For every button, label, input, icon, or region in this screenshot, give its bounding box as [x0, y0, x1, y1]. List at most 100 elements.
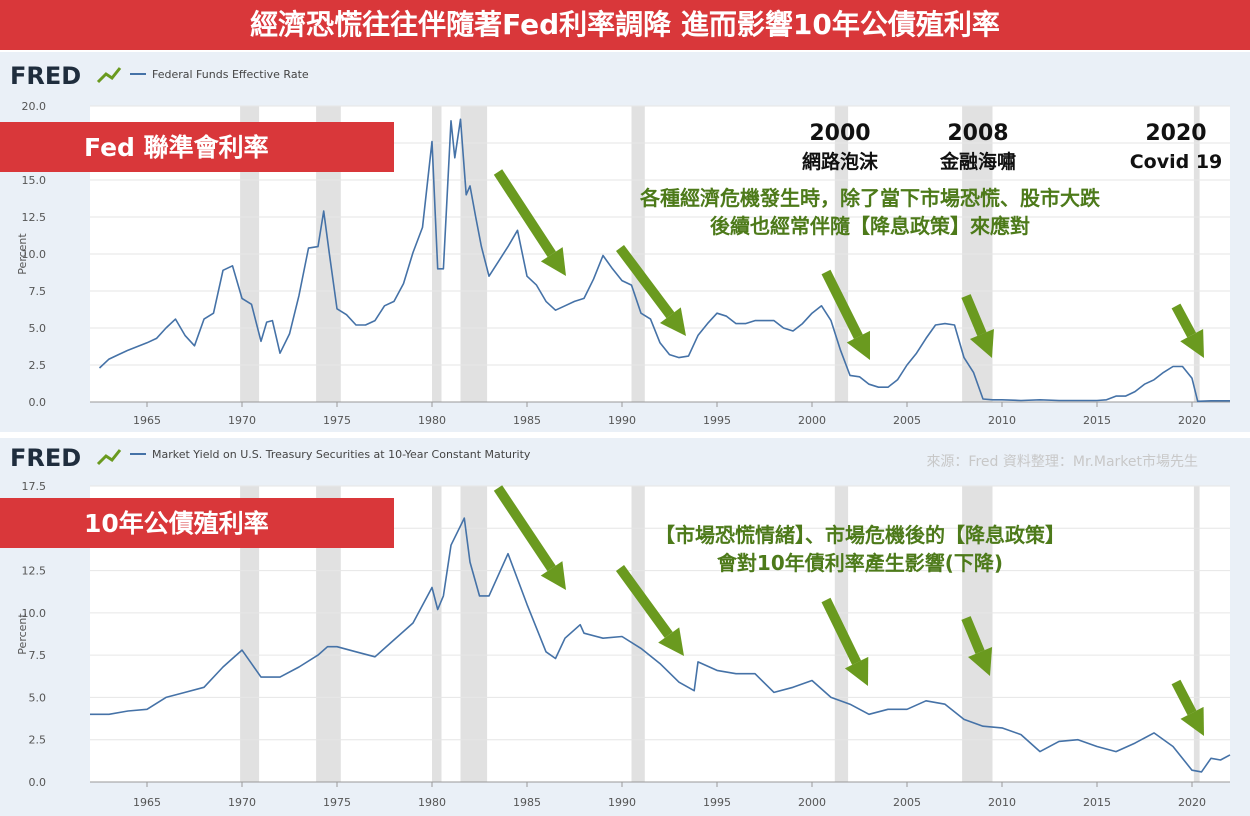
arrow-head — [660, 307, 686, 336]
x-tick-label: 1965 — [133, 796, 161, 809]
x-tick-label: 2000 — [798, 414, 826, 427]
fred-logo-icon — [96, 67, 122, 84]
y-tick-label: 12.5 — [22, 565, 47, 578]
arrow-head — [540, 247, 566, 276]
y-tick-label: 17.5 — [22, 480, 47, 493]
y-axis-label: Percent — [16, 613, 29, 655]
x-tick-label: 1990 — [608, 414, 636, 427]
x-tick-label: 2010 — [988, 796, 1016, 809]
x-tick-label: 1980 — [418, 414, 446, 427]
panel-banner-label: Fed 聯準會利率 — [84, 133, 269, 162]
x-tick-label: 1965 — [133, 414, 161, 427]
y-tick-label: 10.0 — [22, 248, 47, 261]
x-tick-label: 1970 — [228, 796, 256, 809]
legend-label: Federal Funds Effective Rate — [152, 68, 309, 81]
crisis-annotation: 2008 金融海嘯 — [939, 121, 1016, 173]
arrow-shaft — [615, 565, 673, 638]
annotation-label: 網路泡沫 — [802, 150, 879, 173]
y-tick-label: 2.5 — [29, 734, 47, 747]
panel-banner — [0, 122, 394, 172]
arrow-shaft — [961, 616, 985, 654]
note-text: 會對10年債利率產生影響(下降) — [717, 551, 1003, 575]
arrow-head — [846, 330, 870, 360]
y-tick-label: 7.5 — [29, 285, 47, 298]
recession-band — [432, 486, 442, 782]
recession-band — [460, 486, 488, 782]
y-tick-label: 7.5 — [29, 649, 47, 662]
arrow-shaft — [821, 269, 863, 339]
y-tick-label: 10.0 — [22, 607, 47, 620]
x-tick-label: 1985 — [513, 414, 541, 427]
arrow-head — [844, 656, 869, 686]
title-banner — [0, 0, 1250, 50]
down-arrow — [1171, 679, 1204, 736]
y-tick-label: 0.0 — [29, 776, 47, 789]
arrow-shaft — [961, 294, 987, 336]
y-tick-label: 20.0 — [22, 100, 47, 113]
series-line — [98, 118, 1230, 403]
recession-band — [240, 486, 260, 782]
annotation-label: 金融海嘯 — [939, 150, 1016, 173]
x-tick-label: 1995 — [703, 796, 731, 809]
y-tick-label: 15.0 — [22, 174, 47, 187]
x-tick-label: 2005 — [893, 414, 921, 427]
legend-label: Market Yield on U.S. Treasury Securities… — [152, 448, 531, 461]
panel-banner-label: 10年公債殖利率 — [84, 509, 269, 538]
x-tick-label: 1990 — [608, 796, 636, 809]
source-note: 來源：Fred 資料整理：Mr.Market市場先生 — [926, 453, 1198, 470]
x-tick-label: 1980 — [418, 796, 446, 809]
down-arrow — [821, 269, 870, 360]
x-tick-label: 2015 — [1083, 796, 1111, 809]
note-text: 【市場恐慌情緒】、市場危機後的【降息政策】 — [655, 523, 1065, 547]
x-tick-label: 1985 — [513, 796, 541, 809]
note-text: 各種經濟危機發生時，除了當下市場恐慌、股市大跌 — [639, 186, 1101, 210]
x-tick-label: 2010 — [988, 414, 1016, 427]
y-tick-label: 12.5 — [22, 211, 47, 224]
down-arrow — [961, 616, 993, 676]
down-arrow — [961, 294, 994, 358]
arrow-shaft — [821, 597, 862, 665]
x-tick-label: 2020 — [1178, 414, 1206, 427]
arrow-head — [658, 627, 684, 656]
arrow-head — [969, 328, 994, 358]
x-tick-label: 2020 — [1178, 796, 1206, 809]
page-title: 經濟恐慌往往伴隨著Fed利率調降 進而影響10年公債殖利率 — [250, 8, 1000, 41]
down-arrow — [1171, 303, 1204, 358]
fred-logo-icon — [96, 449, 122, 466]
chart-1: 0.02.55.07.510.012.515.017.520.019651970… — [0, 62, 1230, 427]
arrow-head — [540, 561, 566, 590]
x-tick-label: 1970 — [228, 414, 256, 427]
arrow-head — [968, 647, 993, 676]
x-tick-label: 2005 — [893, 796, 921, 809]
fred-logo: FRED — [10, 444, 81, 472]
y-tick-label: 5.0 — [29, 691, 47, 704]
annotation-year: 2008 — [947, 121, 1008, 146]
annotation-year: 2020 — [1145, 121, 1206, 146]
arrow-shaft — [493, 169, 556, 257]
arrow-shaft — [616, 244, 675, 319]
arrow-head — [1180, 706, 1204, 736]
chart-2: 0.02.55.07.510.012.515.017.5196519701975… — [0, 444, 1231, 809]
y-tick-label: 0.0 — [29, 396, 47, 409]
recession-band — [631, 486, 645, 782]
down-arrow — [616, 244, 686, 336]
arrow-shaft — [1171, 679, 1197, 716]
arrow-shaft — [1171, 303, 1197, 338]
crisis-annotation: 2000 網路泡沫 — [802, 121, 879, 173]
x-tick-label: 1975 — [323, 414, 351, 427]
x-tick-label: 1995 — [703, 414, 731, 427]
annotation-year: 2000 — [809, 121, 870, 146]
x-tick-label: 1975 — [323, 796, 351, 809]
recession-band — [1193, 486, 1200, 782]
y-tick-label: 5.0 — [29, 322, 47, 335]
x-tick-label: 2015 — [1083, 414, 1111, 427]
fred-logo: FRED — [10, 62, 81, 90]
panel-banner — [0, 498, 394, 548]
down-arrow — [615, 565, 684, 656]
x-tick-label: 2000 — [798, 796, 826, 809]
note-text: 後續也經常伴隨【降息政策】來應對 — [710, 214, 1030, 238]
down-arrow — [493, 485, 566, 590]
y-axis-label: Percent — [16, 233, 29, 275]
